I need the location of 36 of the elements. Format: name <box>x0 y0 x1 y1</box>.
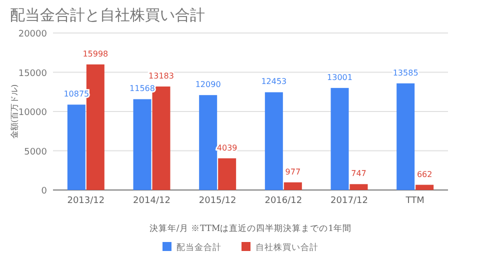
data-label: 15998 <box>82 49 108 58</box>
data-label: 977 <box>285 167 301 176</box>
bar <box>350 184 368 190</box>
bar <box>416 184 434 190</box>
x-tick-label: 2013/12 <box>67 196 105 206</box>
y-axis-title: 金額(百万ドル) <box>10 84 19 139</box>
bar <box>67 104 86 190</box>
bar <box>199 95 218 190</box>
y-tick-label: 15000 <box>18 68 48 79</box>
y-tick-label: 0 <box>41 186 48 196</box>
data-label: 747 <box>351 169 366 178</box>
data-label: 13585 <box>392 68 418 78</box>
chart-title: 配当金合計と自社株買い合計 <box>10 6 205 24</box>
bar <box>264 92 283 190</box>
y-tick-label: 10000 <box>18 108 48 118</box>
x-tick-label: 2015/12 <box>198 196 236 206</box>
x-axis-title: 決算年/月 ※TTMは直近の四半期決算までの1年間 <box>149 223 352 234</box>
data-label: 13183 <box>148 72 174 81</box>
data-label: 12453 <box>261 77 287 86</box>
data-label: 13001 <box>327 72 352 82</box>
x-tick-label: 2017/12 <box>330 196 368 206</box>
data-label: 662 <box>416 170 432 179</box>
x-tick-label: 2014/12 <box>133 196 170 206</box>
bar <box>330 88 349 190</box>
x-tick-label: TTM <box>404 196 424 206</box>
legend-label: 自社株買い合計 <box>256 242 318 253</box>
bar <box>284 182 302 190</box>
y-tick-label: 5000 <box>24 147 48 158</box>
y-tick-label: 20000 <box>18 30 48 40</box>
data-label: 12090 <box>195 80 221 90</box>
legend-label: 配当金合計 <box>176 242 222 253</box>
data-label: 4039 <box>216 143 238 152</box>
bar <box>133 99 152 190</box>
bar <box>396 83 415 190</box>
x-tick-label: 2016/12 <box>264 196 302 206</box>
bar <box>218 158 236 190</box>
